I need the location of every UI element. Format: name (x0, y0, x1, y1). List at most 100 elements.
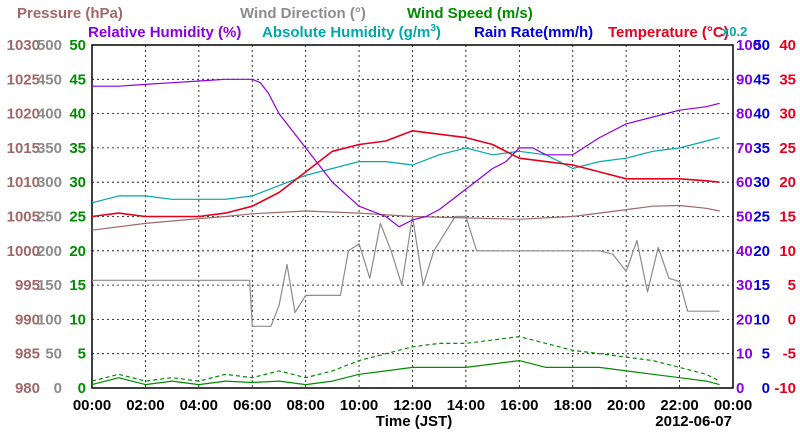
tick-label-relative-humidity: 90 (736, 71, 753, 88)
tick-label-wind-direction: 250 (37, 209, 62, 226)
x-tick-label: 22:00 (660, 397, 698, 414)
x-axis: 00:00 02:00 04:00 06:00 08:00 10:00 12:00 14:00… (73, 397, 752, 414)
legend-label: Relative Humidity (%) (88, 24, 241, 41)
tick-label-rain-rate: 10 (753, 311, 770, 328)
x-tick-label: 00:00 (73, 397, 111, 414)
tick-label-wind-speed: 5 (78, 346, 86, 363)
right-axes: 1009080706050403020100504540353025201510… (736, 37, 796, 397)
legend-superscript: 3 (430, 23, 436, 34)
legend-label: Wind Speed (m/s) (407, 5, 533, 22)
tick-label-rain-rate: 35 (753, 140, 770, 157)
tick-label-relative-humidity: 30 (736, 277, 753, 294)
tick-label-rain-rate: 0 (762, 380, 770, 397)
series-line-wind-speed-m-s (91, 360, 720, 386)
tick-label-pressure: 985 (15, 346, 40, 363)
tick-label-relative-humidity: 10 (736, 346, 753, 363)
tick-label-temperature: -10 (774, 380, 796, 397)
scale-note: x0.2 (722, 24, 747, 39)
tick-label-temperature: 0 (788, 311, 796, 328)
x-tick-label: 06:00 (233, 397, 271, 414)
tick-label-relative-humidity: 20 (736, 311, 753, 328)
legend-suffix: ) (436, 24, 441, 41)
plot-area (91, 44, 734, 389)
tick-label-pressure: 1000 (7, 243, 40, 260)
tick-label-temperature: -5 (783, 346, 796, 363)
tick-label-wind-speed: 25 (69, 209, 86, 226)
legend-item: Absolute Humidity (g/m3) (262, 23, 441, 41)
tick-label-wind-direction: 450 (37, 71, 62, 88)
legend-item: Wind Speed (m/s) (407, 5, 533, 22)
x-tick-label: 04:00 (180, 397, 218, 414)
legend-label: Wind Direction (°) (240, 5, 366, 22)
tick-label-wind-direction: 50 (45, 346, 62, 363)
series-line-absolute-humidity-g-m3 (91, 137, 720, 204)
date-label: 2012-06-07 (655, 413, 732, 430)
tick-label-wind-speed: 10 (69, 311, 86, 328)
series-line-pressure-hpa (91, 204, 720, 231)
legend-label: Temperature (°C) (608, 24, 729, 41)
legend-label: Absolute Humidity (g/m (262, 24, 430, 41)
tick-label-wind-direction: 0 (54, 380, 62, 397)
tick-label-temperature: 5 (788, 277, 796, 294)
x-axis-label: Time (JST) (376, 413, 452, 430)
x-tick-label: 12:00 (393, 397, 431, 414)
tick-label-pressure: 1025 (7, 71, 40, 88)
x-tick-label: 18:00 (554, 397, 592, 414)
legend-item: Temperature (°C) (608, 24, 729, 41)
tick-label-rain-rate: 50 (753, 37, 770, 54)
legend-label: Pressure (hPa) (17, 5, 123, 22)
tick-label-temperature: 15 (779, 209, 796, 226)
tick-label-rain-rate: 15 (753, 277, 770, 294)
tick-label-wind-speed: 50 (69, 37, 86, 54)
tick-label-pressure: 1020 (7, 106, 40, 123)
tick-label-temperature: 25 (779, 140, 796, 157)
tick-label-wind-speed: 30 (69, 174, 86, 191)
series-line-temperature-c (91, 130, 720, 218)
tick-label-relative-humidity: 0 (736, 380, 744, 397)
tick-label-rain-rate: 40 (753, 106, 770, 123)
tick-label-relative-humidity: 100 (736, 37, 761, 54)
legend: Pressure (hPa) Wind Direction (°) Wind Spe… (17, 5, 747, 41)
x-tick-label: 10:00 (340, 397, 378, 414)
tick-label-wind-speed: 35 (69, 140, 86, 157)
tick-label-pressure: 995 (15, 277, 40, 294)
tick-label-pressure: 980 (15, 380, 40, 397)
tick-label-rain-rate: 30 (753, 174, 770, 191)
tick-label-pressure: 1010 (7, 174, 40, 191)
tick-label-wind-speed: 20 (69, 243, 86, 260)
tick-label-rain-rate: 5 (762, 346, 770, 363)
tick-label-wind-direction: 350 (37, 140, 62, 157)
tick-label-wind-direction: 300 (37, 174, 62, 191)
tick-label-rain-rate: 20 (753, 243, 770, 260)
legend-item: Relative Humidity (%) (88, 24, 241, 41)
legend-item: Wind Direction (°) (240, 5, 366, 22)
x-tick-label: 00:00 (714, 397, 752, 414)
tick-label-wind-speed: 0 (78, 380, 86, 397)
tick-label-wind-speed: 45 (69, 71, 86, 88)
tick-label-pressure: 1005 (7, 209, 40, 226)
legend-item: Rain Rate(mm/h) (474, 24, 593, 41)
x-tick-label: 16:00 (500, 397, 538, 414)
x-tick-label: 14:00 (447, 397, 485, 414)
tick-label-relative-humidity: 80 (736, 106, 753, 123)
tick-label-wind-direction: 200 (37, 243, 62, 260)
tick-label-temperature: 40 (779, 37, 796, 54)
x-tick-label: 08:00 (286, 397, 324, 414)
tick-label-pressure: 990 (15, 311, 40, 328)
tick-label-rain-rate: 25 (753, 209, 770, 226)
tick-label-rain-rate: 45 (753, 71, 770, 88)
series-line-wind-direction (92, 215, 720, 327)
x-tick-label: 02:00 (126, 397, 164, 414)
tick-label-temperature: 35 (779, 71, 796, 88)
tick-label-temperature: 30 (779, 106, 796, 123)
series-line-wind-speed-gust-m-s (91, 336, 720, 382)
tick-label-wind-direction: 150 (37, 277, 62, 294)
tick-label-wind-direction: 100 (37, 311, 62, 328)
legend-item: Pressure (hPa) (17, 5, 123, 22)
tick-label-relative-humidity: 50 (736, 209, 753, 226)
tick-label-wind-direction: 500 (37, 37, 62, 54)
tick-label-pressure: 1030 (7, 37, 40, 54)
tick-label-wind-speed: 40 (69, 106, 86, 123)
tick-label-temperature: 20 (779, 174, 796, 191)
